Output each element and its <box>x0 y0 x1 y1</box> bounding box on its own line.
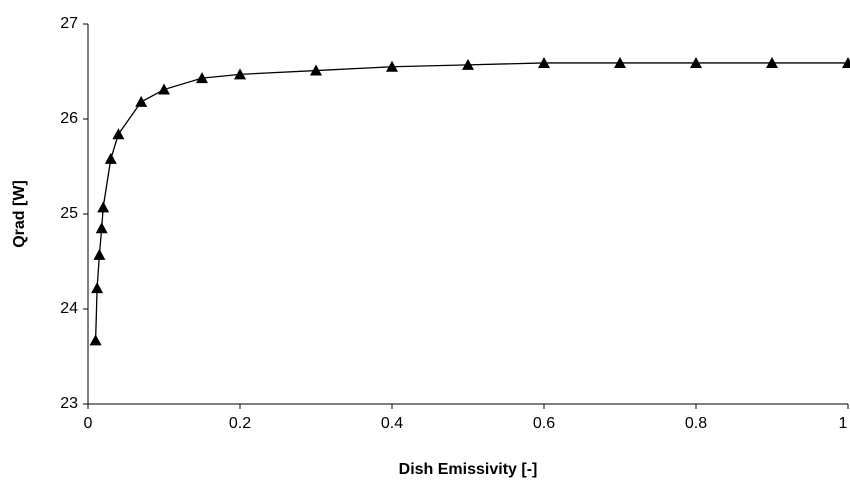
marker <box>112 128 125 140</box>
marker <box>462 58 474 70</box>
marker <box>766 56 778 68</box>
marker <box>196 72 208 84</box>
line <box>94 62 848 341</box>
marker <box>158 83 170 95</box>
x-axis-title: Dish Emissivity [-] <box>399 461 538 478</box>
marker <box>310 64 322 76</box>
x-tick-label: 0.4 <box>381 415 403 432</box>
marker <box>614 56 626 68</box>
x-tick-label: 1 <box>839 415 848 432</box>
marker <box>135 95 148 107</box>
marker <box>690 56 702 68</box>
y-axis-title: Qrad [W] <box>11 180 28 248</box>
marker <box>89 334 102 346</box>
x-tick-label: 0.8 <box>685 415 707 432</box>
marker <box>234 68 246 80</box>
x-tick-label: 0 <box>84 415 93 432</box>
y-tick-label: 26 <box>60 110 78 127</box>
marker <box>104 152 117 164</box>
marker <box>386 60 398 72</box>
y-tick-label: 23 <box>60 395 78 412</box>
marker <box>95 222 108 234</box>
y-tick-label: 27 <box>60 15 78 32</box>
y-tick-label: 24 <box>60 300 78 317</box>
marker <box>538 56 550 68</box>
marker <box>93 248 106 260</box>
y-tick-label: 25 <box>60 205 78 222</box>
x-tick-label: 0.6 <box>533 415 555 432</box>
marker <box>842 56 850 68</box>
x-tick-label: 0.2 <box>229 415 251 432</box>
marker <box>97 201 110 213</box>
marker <box>91 282 104 294</box>
